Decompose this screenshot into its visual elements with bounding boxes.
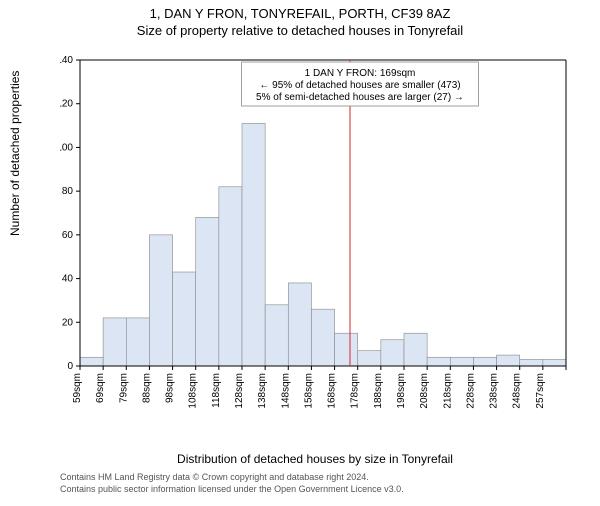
svg-text:98sqm: 98sqm bbox=[165, 373, 176, 403]
svg-text:168sqm: 168sqm bbox=[327, 373, 338, 409]
svg-text:20: 20 bbox=[62, 317, 74, 328]
svg-text:178sqm: 178sqm bbox=[350, 373, 361, 409]
title-address: 1, DAN Y FRON, TONYREFAIL, PORTH, CF39 8… bbox=[0, 6, 600, 21]
svg-text:248sqm: 248sqm bbox=[512, 373, 523, 409]
svg-text:118sqm: 118sqm bbox=[211, 373, 222, 408]
svg-text:138sqm: 138sqm bbox=[257, 373, 268, 409]
svg-text:0: 0 bbox=[67, 361, 73, 372]
title-subtitle: Size of property relative to detached ho… bbox=[0, 23, 600, 38]
credits-line1: Contains HM Land Registry data © Crown c… bbox=[60, 472, 570, 484]
chart-svg: 0 20 40 60 80 100 120 140 59sqm 69sqm 79sqm 88sqm 98… bbox=[60, 56, 570, 416]
svg-text:69sqm: 69sqm bbox=[95, 373, 106, 403]
y-axis-label: Number of detached properties bbox=[8, 71, 22, 236]
svg-text:100: 100 bbox=[60, 142, 73, 153]
svg-text:60: 60 bbox=[62, 230, 74, 241]
svg-text:158sqm: 158sqm bbox=[303, 373, 314, 409]
histogram-chart: 0 20 40 60 80 100 120 140 59sqm 69sqm 79sqm 88sqm 98… bbox=[60, 56, 570, 416]
svg-text:120: 120 bbox=[60, 99, 73, 110]
svg-text:257sqm: 257sqm bbox=[535, 373, 546, 409]
svg-text:40: 40 bbox=[62, 274, 74, 285]
svg-text:208sqm: 208sqm bbox=[419, 373, 430, 409]
credits-line2: Contains public sector information licen… bbox=[60, 484, 570, 496]
credits: Contains HM Land Registry data © Crown c… bbox=[60, 472, 570, 495]
svg-text:228sqm: 228sqm bbox=[465, 373, 476, 409]
svg-text:238sqm: 238sqm bbox=[489, 373, 500, 409]
svg-text:108sqm: 108sqm bbox=[188, 373, 199, 409]
svg-text:80: 80 bbox=[62, 186, 74, 197]
svg-text:148sqm: 148sqm bbox=[280, 373, 291, 409]
svg-text:218sqm: 218sqm bbox=[442, 373, 453, 409]
svg-text:128sqm: 128sqm bbox=[234, 373, 245, 409]
svg-text:198sqm: 198sqm bbox=[396, 373, 407, 409]
svg-text:140: 140 bbox=[60, 56, 73, 66]
svg-text:79sqm: 79sqm bbox=[118, 373, 129, 403]
svg-text:5% of semi-detached houses are: 5% of semi-detached houses are larger (2… bbox=[256, 92, 464, 103]
svg-text:← 95% of detached houses are s: ← 95% of detached houses are smaller (47… bbox=[259, 80, 460, 91]
svg-text:59sqm: 59sqm bbox=[72, 373, 83, 403]
x-axis-label: Distribution of detached houses by size … bbox=[60, 452, 570, 466]
svg-text:88sqm: 88sqm bbox=[141, 373, 152, 403]
svg-text:1 DAN Y FRON: 169sqm: 1 DAN Y FRON: 169sqm bbox=[305, 68, 416, 79]
svg-text:188sqm: 188sqm bbox=[373, 373, 384, 409]
